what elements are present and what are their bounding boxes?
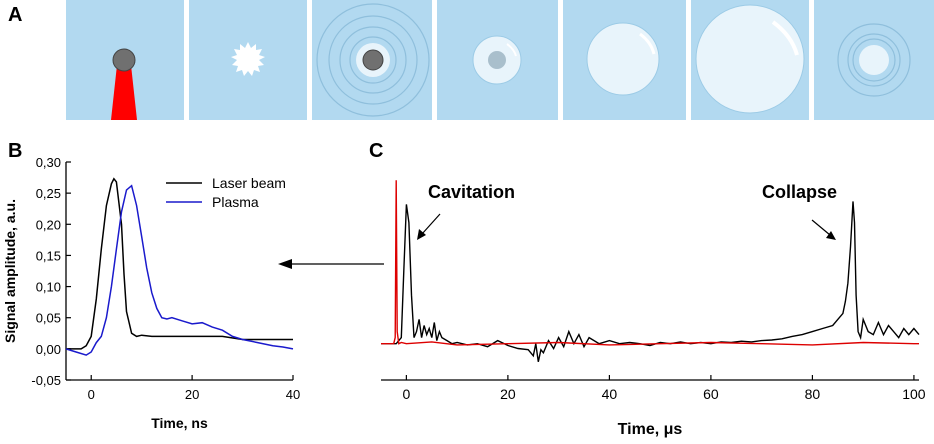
shock-ring	[328, 15, 418, 105]
bubble-highlight	[639, 32, 656, 55]
link-arrow	[278, 259, 384, 269]
chart-b-ytick-label: 0,10	[36, 280, 61, 295]
laser-beam-shape	[111, 65, 137, 120]
chart-c-series-laser-trigger	[381, 180, 919, 346]
chart-b-lines	[65, 177, 294, 356]
plasma-core	[362, 49, 384, 71]
annotation-cavitation: Cavitation	[428, 182, 515, 202]
bubble	[695, 4, 805, 114]
legend-label-laser: Laser beam	[212, 175, 286, 191]
frame-plasma-burst	[189, 0, 307, 120]
shock-ring	[339, 26, 407, 94]
bubble	[586, 22, 660, 96]
chart-b-xlabel: Time, ns	[151, 415, 208, 431]
annotation-cavitation-arrow	[421, 213, 441, 235]
chart-b-ylabel: Signal amplitude, a.u.	[2, 199, 18, 343]
plasma-burst-shape	[231, 42, 265, 76]
frame-max-bubble	[691, 0, 809, 120]
collapse-bubble	[859, 45, 889, 75]
panel-label-c: C	[369, 140, 383, 162]
bubble-highlight	[506, 43, 517, 57]
annotation-collapse: Collapse	[762, 182, 837, 202]
frame-small-bubble	[437, 0, 558, 120]
chart-b-series-plasma	[65, 184, 294, 356]
chart-b-ytick-label: -0,05	[31, 373, 61, 388]
chart-b-ytick-label: 0,05	[36, 311, 61, 326]
chart-c-xtick-label: 20	[500, 386, 516, 402]
chart-b-xtick-label: 0	[88, 387, 95, 402]
chart-b-xtick-label: 40	[286, 387, 300, 402]
panel-a-frames	[66, 0, 934, 120]
annotation-collapse-arrowhead	[826, 231, 836, 240]
bubble-highlight	[771, 20, 799, 56]
chart-b-ytick-label: 0,25	[36, 186, 61, 201]
chart-b-xtick-label: 20	[185, 387, 199, 402]
chart-b-ytick-label: 0,30	[36, 155, 61, 170]
collapse-ring	[852, 38, 896, 82]
chart-c-xtick-label: 40	[602, 386, 618, 402]
chart-c-xtick-label: 0	[402, 386, 410, 402]
chart-b-ytick-label: 0,20	[36, 217, 61, 232]
shock-ring	[349, 36, 397, 84]
legend-label-plasma: Plasma	[212, 194, 259, 210]
focus-spot	[112, 48, 136, 72]
chart-c-xlabel: Time, μs	[618, 421, 683, 438]
shock-ring	[316, 3, 430, 117]
chart-b-legend: Laser beam Plasma	[166, 175, 286, 210]
panel-label-b: B	[8, 140, 22, 162]
chart-b-axes: -0,05 0,00 0,05 0,10 0,15 0,20 0,25 0,30 0 20 40	[31, 155, 300, 402]
chart-c-xtick-label: 60	[703, 386, 719, 402]
chart-c-series-acoustic-signal	[381, 201, 920, 362]
chart-b: -0,05 0,00 0,05 0,10 0,15 0,20 0,25 0,30 0 20 40 T…	[2, 155, 300, 431]
chart-c-axes: 0 20 40 60 80 100	[381, 375, 926, 402]
chart-c-xtick-label: 100	[902, 386, 926, 402]
link-arrow-head	[278, 259, 292, 269]
panel-label-a: A	[8, 4, 22, 26]
frame-collapse	[814, 0, 934, 120]
chart-c-lines	[381, 180, 920, 362]
collapse-ring	[837, 23, 911, 97]
collapse-ring	[847, 33, 901, 87]
chart-c: 0 20 40 60 80 100 Time, μs Cavitation Collaps…	[381, 180, 926, 438]
chart-b-ytick-label: 0,15	[36, 248, 61, 263]
frame-shockwave	[312, 0, 432, 120]
annotation-collapse-arrow	[811, 219, 831, 236]
annotation-cavitation-arrowhead	[417, 229, 426, 240]
bubble-core	[488, 51, 506, 69]
chart-c-annotations: Cavitation Collapse	[417, 182, 837, 240]
chart-b-ytick-label: 0,00	[36, 342, 61, 357]
chart-c-xtick-label: 80	[805, 386, 821, 402]
chart-b-series-laser-beam	[66, 177, 293, 350]
frame-growing-bubble	[563, 0, 686, 120]
frame-laser-focus	[66, 0, 184, 120]
